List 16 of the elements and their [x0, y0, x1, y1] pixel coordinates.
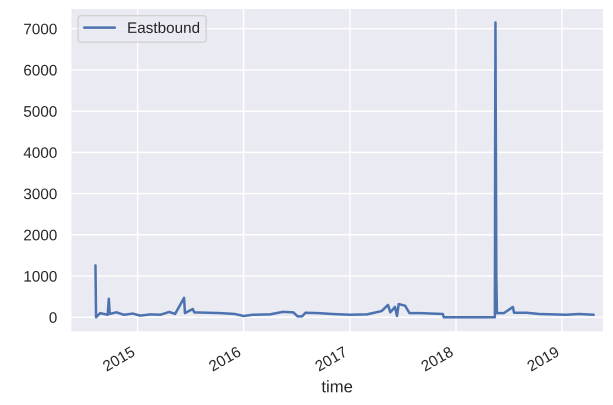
y-tick-label: 7000 [24, 24, 57, 34]
y-tick-label: 0 [49, 312, 57, 323]
x-axis-title: time [322, 380, 352, 392]
y-tick-label: 1000 [24, 270, 57, 282]
x-tick-label: 2016 [208, 346, 242, 372]
y-tick-label: 2000 [24, 230, 57, 241]
x-tick-label: 2015 [102, 346, 136, 372]
legend-label: Eastbound [128, 22, 200, 34]
x-tick-label: 2019 [526, 346, 560, 372]
y-tick-label: 5000 [24, 106, 57, 117]
x-tick-label: 2017 [314, 346, 348, 372]
line-series [94, 21, 595, 319]
y-tick-label: 6000 [24, 64, 57, 76]
y-tick-label: 4000 [24, 147, 57, 158]
x-tick-label: 2018 [420, 346, 454, 372]
y-tick-label: 3000 [24, 188, 57, 200]
